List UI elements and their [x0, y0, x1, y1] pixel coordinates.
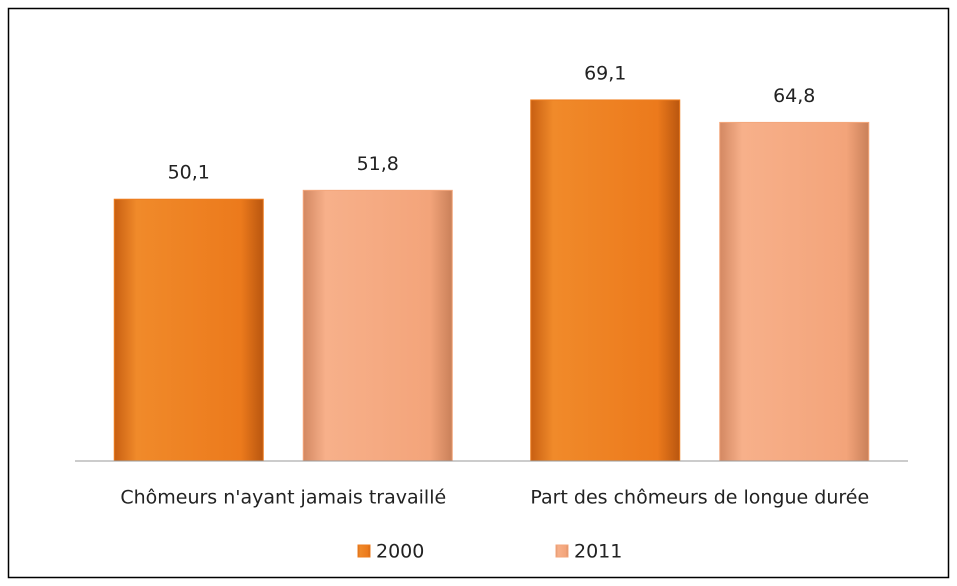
bar: [302, 189, 453, 462]
bar: [719, 121, 870, 462]
value-label: 64,8: [773, 85, 815, 107]
legend-label: 2000: [376, 541, 424, 563]
value-label: 69,1: [584, 62, 626, 84]
legend-swatch: [357, 544, 371, 558]
x-tick-label: Chômeurs n'ayant jamais travaillé: [120, 487, 446, 509]
x-tick-label: Part des chômeurs de longue durée: [530, 487, 869, 509]
value-label: 51,8: [357, 153, 399, 175]
bar: [113, 198, 264, 462]
bar: [530, 99, 681, 462]
legend-label: 2011: [574, 541, 622, 563]
value-label: 50,1: [168, 162, 210, 184]
legend-swatch: [555, 544, 569, 558]
